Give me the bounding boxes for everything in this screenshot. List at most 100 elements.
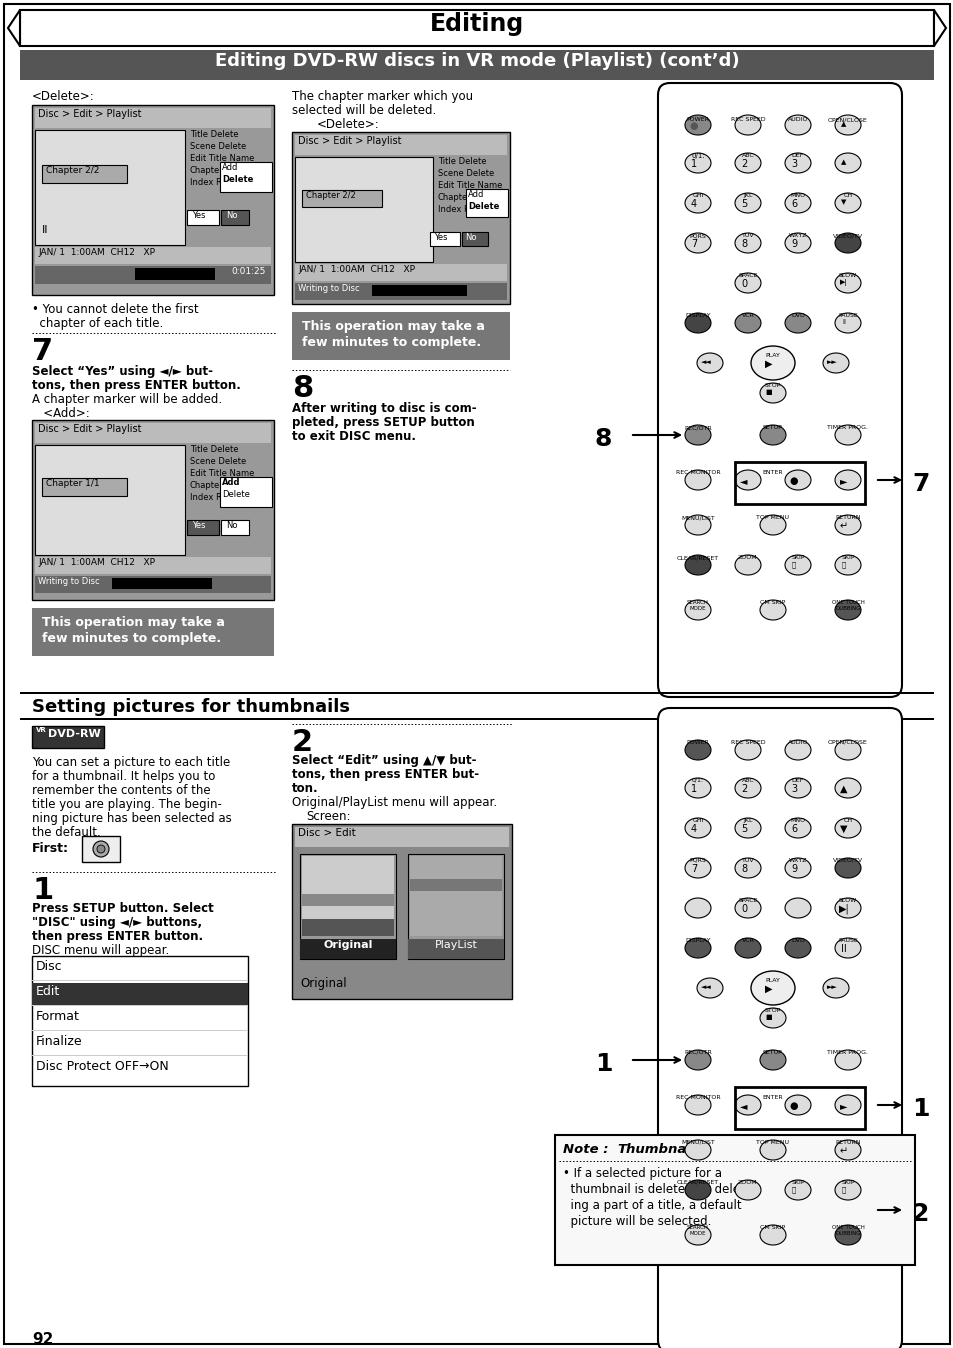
Ellipse shape: [822, 353, 848, 373]
Bar: [299, 940, 395, 958]
Text: ■: ■: [765, 390, 772, 395]
Text: ►: ►: [840, 476, 847, 487]
Text: 0: 0: [740, 905, 746, 914]
Polygon shape: [933, 9, 945, 46]
Text: SLOW: SLOW: [838, 274, 856, 278]
Text: ●: ●: [689, 121, 698, 131]
Ellipse shape: [822, 979, 848, 998]
Ellipse shape: [684, 154, 710, 173]
Text: Delete: Delete: [222, 175, 253, 183]
Text: SEARCH
MODE: SEARCH MODE: [686, 1225, 708, 1236]
Ellipse shape: [784, 1095, 810, 1115]
Text: 9: 9: [790, 864, 796, 874]
Ellipse shape: [734, 274, 760, 293]
Text: Delete: Delete: [468, 202, 498, 212]
Ellipse shape: [684, 1095, 710, 1115]
Ellipse shape: [834, 1180, 861, 1200]
Bar: [42, 164, 127, 183]
Text: ing a part of a title, a default: ing a part of a title, a default: [562, 1198, 740, 1212]
Text: MNO: MNO: [790, 193, 804, 198]
Text: <Delete>:: <Delete>:: [32, 90, 94, 102]
Ellipse shape: [734, 555, 760, 576]
Ellipse shape: [684, 115, 710, 135]
Text: Index R: Index R: [190, 493, 222, 501]
Ellipse shape: [834, 425, 861, 445]
Ellipse shape: [834, 818, 861, 838]
Text: Scene Delete: Scene Delete: [190, 142, 246, 151]
Text: ▶: ▶: [764, 359, 772, 369]
Text: selected will be deleted.: selected will be deleted.: [292, 104, 436, 117]
Text: to exit DISC menu.: to exit DISC menu.: [292, 430, 416, 443]
Bar: [408, 855, 503, 958]
Text: ABC: ABC: [740, 154, 754, 158]
Text: Chapter 1/1: Chapter 1/1: [46, 479, 99, 488]
Text: OPEN/CLOSE: OPEN/CLOSE: [827, 740, 867, 745]
Text: II: II: [841, 319, 845, 325]
Ellipse shape: [684, 938, 710, 958]
Text: 0/1:: 0/1:: [691, 778, 703, 783]
Text: Yes: Yes: [434, 233, 447, 243]
Text: JAN/ 1  1:00AM  CH12   XP: JAN/ 1 1:00AM CH12 XP: [38, 248, 154, 257]
Bar: [35, 266, 271, 284]
Ellipse shape: [834, 313, 861, 333]
Text: Screen:: Screen:: [306, 810, 350, 824]
Text: JKL: JKL: [742, 818, 752, 824]
Text: 8: 8: [740, 864, 746, 874]
Text: ►: ►: [840, 1101, 847, 1111]
Text: 7: 7: [911, 472, 928, 496]
Text: JKL: JKL: [742, 193, 752, 198]
Ellipse shape: [684, 778, 710, 798]
Ellipse shape: [684, 233, 710, 253]
Text: thumbnail is deleted by delet-: thumbnail is deleted by delet-: [562, 1184, 748, 1196]
Text: DVD: DVD: [790, 313, 804, 318]
Ellipse shape: [684, 740, 710, 760]
Bar: [20, 9, 933, 46]
Text: 2: 2: [292, 728, 313, 758]
Bar: [734, 462, 864, 504]
Ellipse shape: [784, 1180, 810, 1200]
Bar: [734, 1086, 864, 1130]
Text: Disc: Disc: [36, 960, 63, 973]
Text: ton.: ton.: [292, 782, 318, 795]
Text: Thumbnail: Thumbnail: [617, 1143, 695, 1157]
Text: ▶: ▶: [764, 984, 772, 993]
Bar: [555, 1135, 914, 1264]
Ellipse shape: [834, 274, 861, 293]
Text: Original: Original: [299, 977, 346, 989]
Bar: [410, 856, 501, 936]
Text: 8: 8: [595, 427, 612, 452]
Text: Editing: Editing: [430, 12, 523, 36]
Text: First:: First:: [32, 842, 69, 855]
Text: Select “Edit” using ▲/▼ but-: Select “Edit” using ▲/▼ but-: [292, 754, 476, 767]
Text: OPEN/CLOSE: OPEN/CLOSE: [827, 117, 867, 123]
Text: REC SPEED: REC SPEED: [730, 117, 764, 123]
Text: Select “Yes” using ◄/► but-: Select “Yes” using ◄/► but-: [32, 365, 213, 377]
Text: ◄◄: ◄◄: [700, 984, 711, 989]
Bar: [32, 983, 248, 1006]
Text: PAUSE: PAUSE: [838, 313, 857, 318]
Text: ENTER: ENTER: [761, 1095, 782, 1100]
Ellipse shape: [784, 778, 810, 798]
Text: chapter of each title.: chapter of each title.: [32, 317, 163, 330]
Bar: [302, 856, 394, 936]
Text: Writing to Disc: Writing to Disc: [297, 284, 359, 293]
Text: AUDIO: AUDIO: [787, 117, 807, 123]
Ellipse shape: [684, 425, 710, 445]
Bar: [32, 105, 274, 295]
Ellipse shape: [760, 383, 785, 403]
Text: 1: 1: [690, 159, 697, 168]
Text: Writing to Disc: Writing to Disc: [38, 577, 99, 586]
Text: GHI: GHI: [692, 818, 703, 824]
Text: ◄: ◄: [740, 1101, 747, 1111]
Ellipse shape: [834, 555, 861, 576]
Ellipse shape: [684, 1180, 710, 1200]
Text: <Delete>:: <Delete>:: [316, 119, 379, 131]
Ellipse shape: [784, 115, 810, 135]
Text: TUV: TUV: [740, 857, 754, 863]
Bar: [35, 445, 185, 555]
Bar: [20, 692, 933, 694]
Text: No: No: [464, 233, 476, 243]
Text: DVD: DVD: [790, 938, 804, 944]
Text: Add: Add: [222, 163, 238, 173]
Text: VIDEO/TV: VIDEO/TV: [832, 233, 862, 239]
